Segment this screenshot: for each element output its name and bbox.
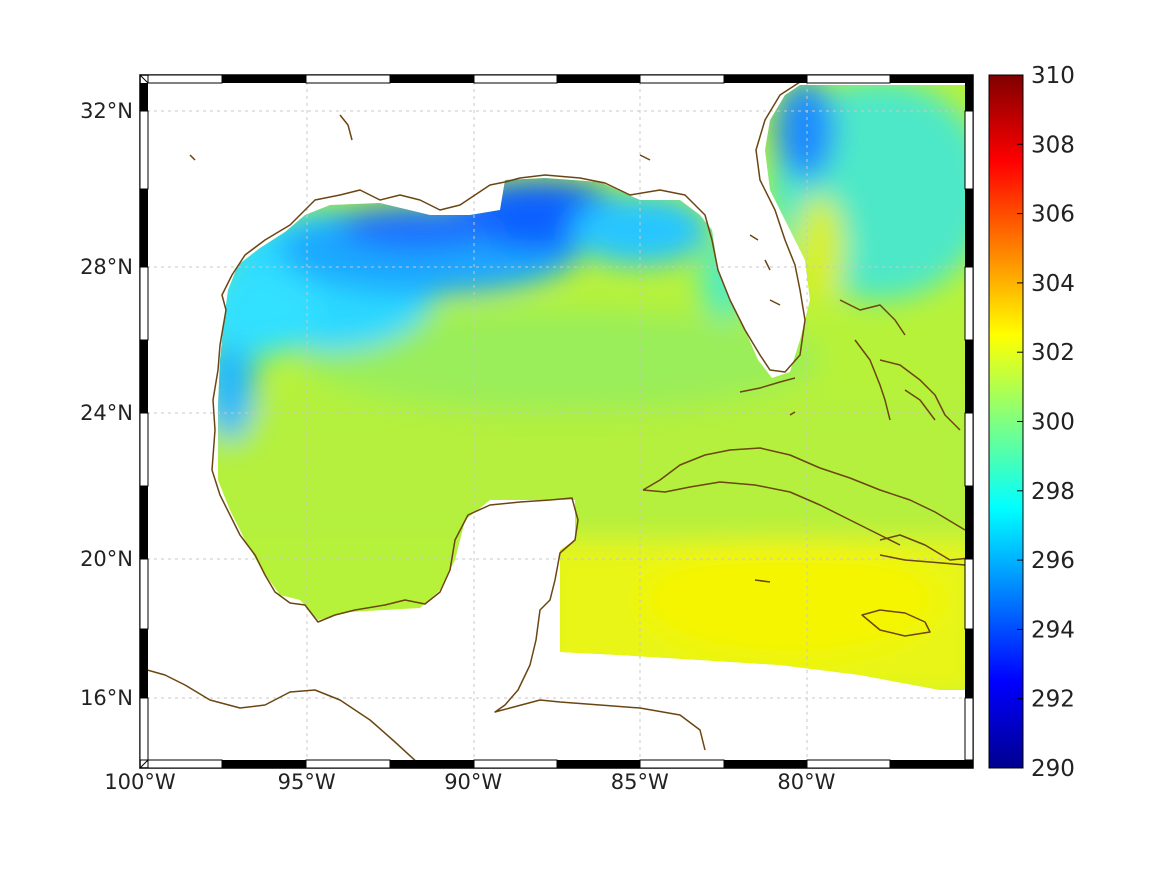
- latitude-tick-label: 32°N: [80, 99, 133, 123]
- latitude-tick-label: 24°N: [80, 401, 133, 425]
- longitude-tick-label: 90°W: [444, 770, 502, 794]
- longitude-tick-label: 100°W: [104, 770, 176, 794]
- coastline-us-mexico-gulf: [211, 75, 821, 471]
- colorbar-tick-label: 294: [1031, 617, 1075, 643]
- longitude-tick-label: 85°W: [611, 770, 669, 794]
- coastline-jamaica: [861, 609, 931, 637]
- coastline-cuba: [642, 447, 966, 546]
- colorbar-tick-label: 304: [1031, 271, 1075, 297]
- colorbar-tick-label: 310: [1031, 63, 1075, 89]
- coastline-florida-keys: [739, 377, 796, 393]
- coastlines: [140, 75, 971, 766]
- colorbar-tick-label: 292: [1031, 687, 1075, 713]
- coastline-small-islands: [189, 114, 796, 583]
- coastline-bahamas: [839, 299, 961, 431]
- coastline-mexico: [211, 469, 706, 751]
- latitude-tick-labels: 32°N 28°N 24°N 20°N 16°N: [80, 99, 133, 710]
- colorbar-tick-label: 302: [1031, 340, 1075, 366]
- colorbar-tick-label: 308: [1031, 132, 1075, 158]
- colorbar-tick-label: 298: [1031, 479, 1075, 505]
- longitude-tick-label: 80°W: [777, 770, 835, 794]
- colorbar: 310 308 306 304 302 300 298 296 294 292 290: [988, 63, 1075, 782]
- latitude-tick-label: 20°N: [80, 547, 133, 571]
- latitude-tick-label: 28°N: [80, 255, 133, 279]
- colorbar-tick-label: 290: [1031, 756, 1075, 782]
- colorbar-tick-label: 296: [1031, 548, 1075, 574]
- coastline-central-america: [140, 667, 421, 766]
- colorbar-tick-label: 300: [1031, 410, 1075, 436]
- map-frame: [139, 74, 974, 769]
- graticule: [140, 75, 973, 768]
- colorbar-tick-label: 306: [1031, 202, 1075, 228]
- longitude-tick-labels: 100°W 95°W 90°W 85°W 80°W: [104, 770, 835, 794]
- map-area: [140, 75, 973, 768]
- latitude-tick-label: 16°N: [80, 686, 133, 710]
- coastline-hispaniola: [879, 534, 971, 566]
- longitude-tick-label: 95°W: [278, 770, 336, 794]
- colorbar-ticks: 310 308 306 304 302 300 298 296 294 292 290: [1017, 63, 1075, 782]
